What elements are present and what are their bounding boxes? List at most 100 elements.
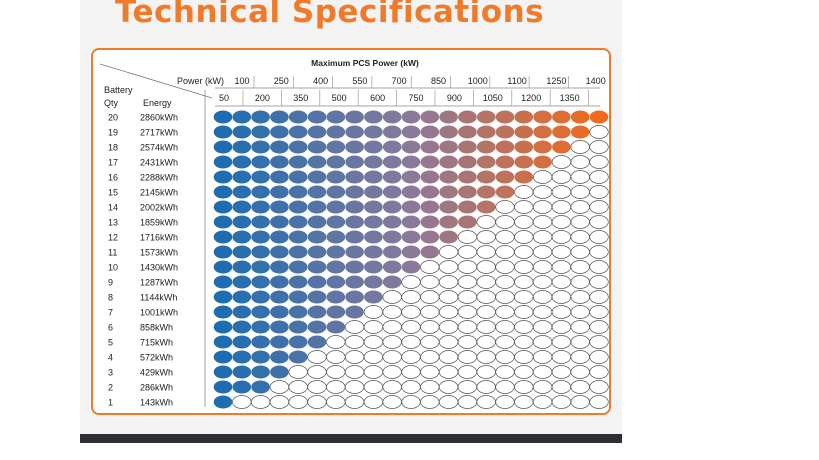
battery-energy: 1859kWh	[140, 218, 178, 228]
configuration-dot-supported	[458, 110, 477, 124]
battery-qty: 7	[108, 308, 113, 318]
configuration-dot-supported	[326, 260, 346, 274]
configuration-dot-empty	[532, 200, 553, 214]
configuration-dot-supported	[288, 350, 308, 364]
configuration-dot-supported	[288, 230, 308, 244]
configuration-dot-supported	[476, 125, 496, 139]
configuration-dot-supported	[251, 140, 270, 154]
configuration-dot-supported	[382, 110, 402, 124]
configuration-dot-empty	[532, 365, 553, 379]
configuration-dot-supported	[270, 335, 289, 349]
configuration-dot-supported	[251, 380, 270, 394]
configuration-dot-empty	[514, 290, 534, 304]
configuration-dot-supported	[326, 200, 346, 214]
configuration-dot-empty	[344, 350, 365, 364]
configuration-dot-supported	[326, 185, 346, 199]
configuration-dot-supported	[401, 110, 421, 124]
configuration-dot-supported	[420, 125, 440, 139]
configuration-dot-supported	[401, 200, 421, 214]
configuration-dot-supported	[345, 305, 364, 319]
configuration-dot-supported	[307, 305, 327, 319]
table-row: 11 1573kWh	[108, 245, 609, 259]
configuration-dot-empty	[232, 395, 252, 409]
configuration-dot-supported	[288, 305, 308, 319]
configuration-dot-supported	[364, 185, 383, 199]
configuration-dot-empty	[476, 365, 496, 379]
configuration-dot-empty	[307, 395, 327, 409]
configuration-dot-supported	[345, 170, 364, 184]
configuration-dot-empty	[288, 380, 308, 394]
configuration-dot-empty	[570, 155, 590, 169]
configuration-dot-empty	[570, 350, 590, 364]
configuration-dot-empty	[363, 380, 384, 394]
configuration-dot-supported	[288, 125, 308, 139]
configuration-dot-supported	[401, 260, 421, 274]
configuration-dot-empty	[589, 215, 609, 229]
configuration-dot-supported	[270, 365, 289, 379]
configuration-dot-supported	[307, 275, 327, 289]
configuration-dot-supported	[326, 215, 346, 229]
configuration-dot-supported	[270, 170, 289, 184]
configuration-dot-empty	[532, 170, 553, 184]
battery-energy: 143kWh	[140, 398, 173, 408]
configuration-dot-empty	[570, 170, 590, 184]
configuration-dot-supported	[213, 380, 233, 394]
configuration-dot-supported	[439, 110, 458, 124]
configuration-dot-empty	[307, 380, 327, 394]
header-diagonal	[99, 63, 213, 99]
configuration-dot-supported	[382, 200, 402, 214]
energy-label: Energy	[143, 98, 172, 108]
configuration-dot-supported	[364, 245, 383, 259]
configuration-dot-supported	[570, 110, 590, 124]
configuration-dot-empty	[438, 350, 459, 364]
configuration-dot-empty	[457, 380, 478, 394]
power-upper-label: 1250	[546, 76, 566, 86]
configuration-dot-supported	[213, 185, 233, 199]
configuration-dot-empty	[570, 230, 590, 244]
configuration-dot-empty	[476, 245, 496, 259]
configuration-dot-supported	[288, 320, 308, 334]
table-row: 20 2860kWh	[108, 110, 609, 124]
configuration-dot-empty	[438, 245, 459, 259]
configuration-dot-empty	[532, 290, 553, 304]
battery-energy: 286kWh	[140, 383, 173, 393]
configuration-dot-supported	[213, 275, 233, 289]
configuration-dot-supported	[213, 320, 233, 334]
configuration-dot-supported	[495, 125, 515, 139]
configuration-dot-supported	[345, 215, 364, 229]
configuration-dot-supported	[270, 155, 289, 169]
configuration-dot-supported	[213, 335, 233, 349]
configuration-dot-supported	[251, 215, 270, 229]
configuration-dot-supported	[364, 260, 383, 274]
configuration-dot-supported	[458, 170, 477, 184]
configuration-dot-supported	[382, 170, 402, 184]
configuration-dot-supported	[251, 245, 270, 259]
configuration-dot-supported	[251, 275, 270, 289]
battery-energy: 2145kWh	[140, 188, 178, 198]
configuration-dot-supported	[251, 320, 270, 334]
configuration-dot-supported	[213, 215, 233, 229]
configuration-dot-empty	[438, 260, 459, 274]
configuration-dot-empty	[570, 380, 590, 394]
header-title: Maximum PCS Power (kW)	[311, 58, 419, 68]
configuration-dot-supported	[345, 290, 364, 304]
configuration-dot-empty	[420, 290, 440, 304]
configuration-dot-empty	[570, 140, 590, 154]
configuration-dot-supported	[326, 230, 346, 244]
battery-energy: 429kWh	[140, 368, 173, 378]
configuration-dot-supported	[420, 110, 440, 124]
configuration-dot-supported	[213, 200, 233, 214]
configuration-dot-supported	[382, 275, 402, 289]
configuration-dot-supported	[326, 155, 346, 169]
configuration-dot-empty	[589, 320, 609, 334]
configuration-dot-supported	[326, 170, 346, 184]
configuration-dot-supported	[288, 110, 308, 124]
configuration-dot-empty	[438, 380, 459, 394]
configuration-dot-supported	[476, 155, 496, 169]
configuration-dot-empty	[514, 245, 534, 259]
configuration-dot-supported	[514, 170, 534, 184]
power-upper-label: 700	[392, 76, 407, 86]
configuration-dot-supported	[232, 380, 252, 394]
configuration-dot-empty	[532, 350, 553, 364]
configuration-dot-empty	[532, 230, 553, 244]
